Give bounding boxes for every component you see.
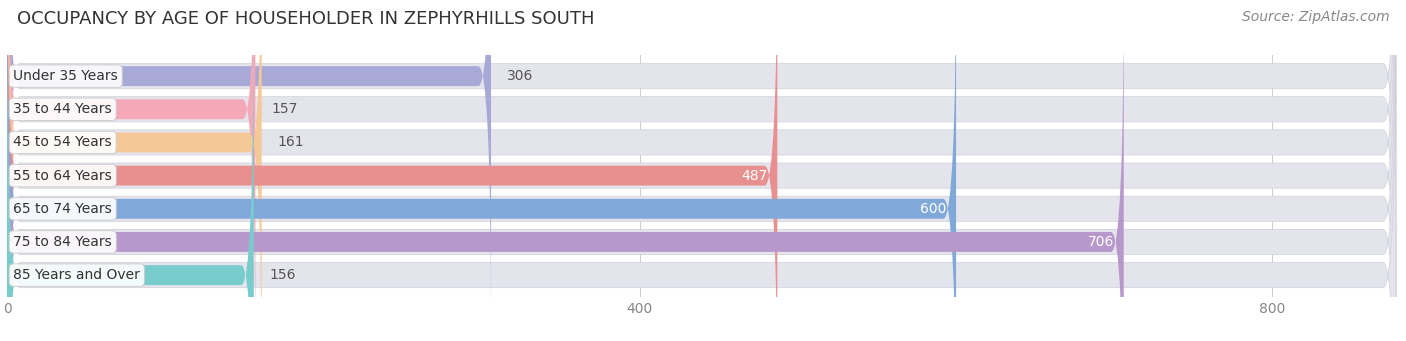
FancyBboxPatch shape [7,0,1396,341]
FancyBboxPatch shape [7,20,253,341]
FancyBboxPatch shape [7,0,256,341]
Text: 35 to 44 Years: 35 to 44 Years [14,102,112,116]
FancyBboxPatch shape [7,0,1396,341]
FancyBboxPatch shape [7,0,778,341]
Text: 65 to 74 Years: 65 to 74 Years [14,202,112,216]
FancyBboxPatch shape [7,0,491,331]
Text: OCCUPANCY BY AGE OF HOUSEHOLDER IN ZEPHYRHILLS SOUTH: OCCUPANCY BY AGE OF HOUSEHOLDER IN ZEPHY… [17,10,595,28]
FancyBboxPatch shape [7,0,1396,341]
Text: 85 Years and Over: 85 Years and Over [14,268,141,282]
Text: 306: 306 [506,69,533,83]
Text: 157: 157 [271,102,298,116]
Text: 161: 161 [277,135,304,149]
FancyBboxPatch shape [7,0,1396,341]
FancyBboxPatch shape [7,0,1396,341]
FancyBboxPatch shape [7,0,956,341]
Text: 45 to 54 Years: 45 to 54 Years [14,135,112,149]
Text: 600: 600 [920,202,946,216]
FancyBboxPatch shape [7,23,1396,341]
FancyBboxPatch shape [7,0,1396,329]
Text: 55 to 64 Years: 55 to 64 Years [14,168,112,183]
Text: Source: ZipAtlas.com: Source: ZipAtlas.com [1241,10,1389,24]
Text: 75 to 84 Years: 75 to 84 Years [14,235,112,249]
FancyBboxPatch shape [7,0,1123,341]
Text: 487: 487 [741,168,768,183]
FancyBboxPatch shape [7,0,262,341]
Text: Under 35 Years: Under 35 Years [14,69,118,83]
Text: 156: 156 [270,268,297,282]
Text: 706: 706 [1088,235,1114,249]
